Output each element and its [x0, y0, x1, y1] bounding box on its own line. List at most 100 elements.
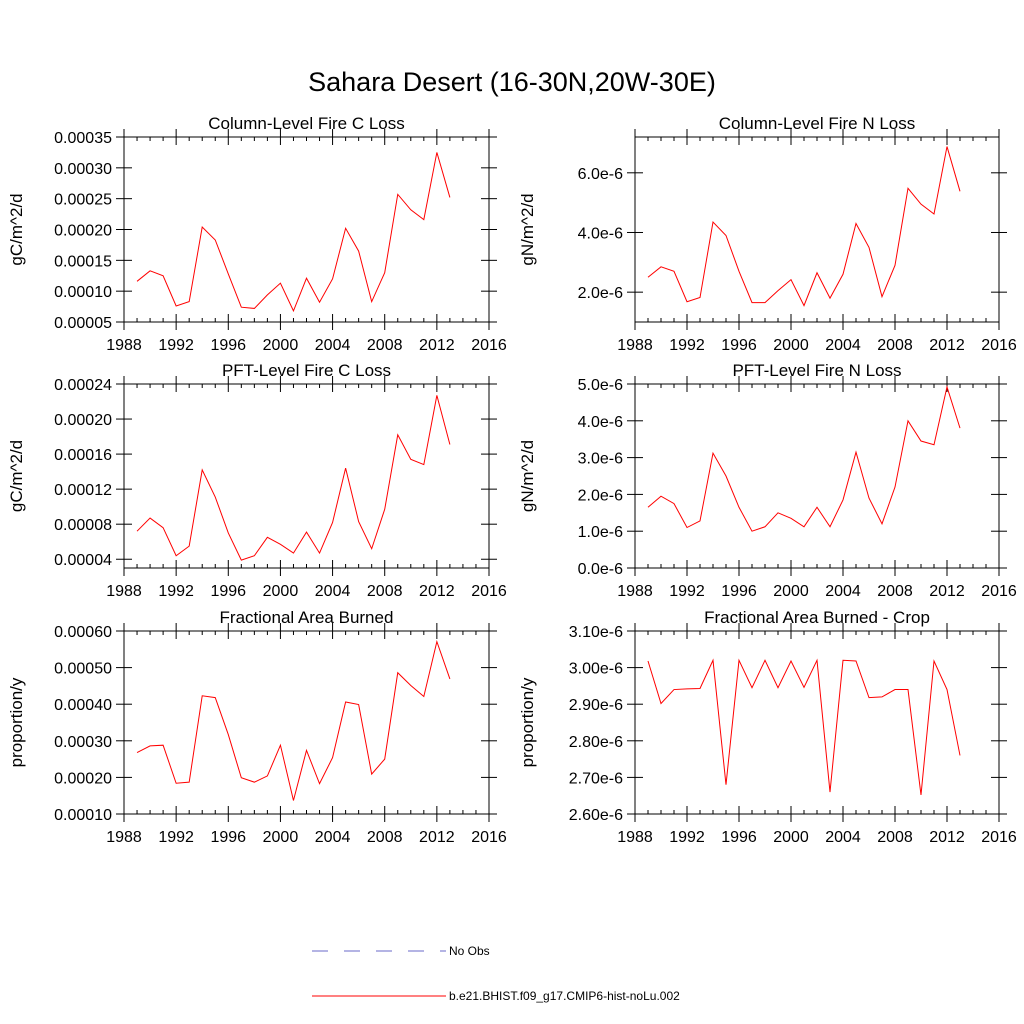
panel-title: Column-Level Fire N Loss [719, 114, 916, 133]
y-tick-label: 0.00020 [54, 770, 112, 787]
panel-2: 1988 1992 1996 2000 2004 2008 2012 2016 2.0e-6 4.… [518, 114, 1017, 354]
x-tick-label: 1992 [158, 337, 194, 354]
y-axis-label: gN/m^2/d [518, 440, 537, 512]
y-tick-label: 0.00025 [54, 192, 112, 209]
legend-obs-label: No Obs [449, 944, 490, 958]
y-tick-label: 2.0e-6 [578, 487, 623, 504]
y-tick-label: 4.0e-6 [578, 414, 623, 431]
x-tick-label: 1996 [210, 337, 246, 354]
panel-title: Fractional Area Burned [220, 608, 394, 627]
x-tick-label: 2016 [471, 829, 507, 846]
y-tick-label: 0.00010 [54, 284, 112, 301]
x-tick-label: 2000 [263, 583, 299, 600]
y-axis-label: proportion/y [7, 677, 26, 767]
series-line [647, 385, 961, 532]
y-axis-label: gN/m^2/d [518, 193, 537, 265]
x-tick-label: 2004 [825, 337, 861, 354]
x-tick-label: 2016 [981, 337, 1017, 354]
y-tick-label: 2.60e-6 [569, 807, 623, 824]
y-tick-label: 0.00030 [54, 734, 112, 751]
y-tick-label: 5.0e-6 [578, 377, 623, 394]
y-tick-label: 0.00035 [54, 130, 112, 147]
panel-title: Column-Level Fire C Loss [208, 114, 405, 133]
x-tick-label: 1992 [158, 829, 194, 846]
series-line [136, 639, 451, 801]
x-tick-label: 1988 [106, 829, 142, 846]
y-tick-label: 0.00060 [54, 624, 112, 641]
x-tick-label: 2000 [773, 583, 809, 600]
y-tick-label: 3.10e-6 [569, 624, 623, 641]
x-tick-label: 1996 [210, 583, 246, 600]
x-tick-label: 2016 [981, 583, 1017, 600]
y-tick-label: 0.00012 [54, 482, 112, 499]
x-tick-label: 2008 [877, 583, 913, 600]
x-tick-label: 2004 [315, 583, 351, 600]
x-tick-label: 1988 [106, 337, 142, 354]
x-tick-label: 2016 [981, 829, 1017, 846]
x-tick-label: 1992 [669, 829, 705, 846]
x-tick-label: 2012 [929, 583, 965, 600]
x-tick-label: 2008 [877, 829, 913, 846]
x-tick-label: 1992 [158, 583, 194, 600]
x-tick-label: 2012 [929, 829, 965, 846]
y-tick-label: 1.0e-6 [578, 524, 623, 541]
y-tick-label: 2.70e-6 [569, 770, 623, 787]
y-tick-label: 3.00e-6 [569, 661, 623, 678]
x-tick-label: 2004 [315, 829, 351, 846]
y-tick-label: 0.00010 [54, 807, 112, 824]
series-line [647, 658, 961, 796]
y-tick-label: 4.0e-6 [578, 225, 623, 242]
y-tick-label: 0.00016 [54, 447, 112, 464]
x-tick-label: 2008 [367, 337, 403, 354]
figure-title: Sahara Desert (16-30N,20W-30E) [308, 67, 716, 97]
panels: 1988 1992 1996 2000 2004 2008 2012 2016 0.00005 0… [7, 114, 1017, 846]
panel-title: Fractional Area Burned - Crop [704, 608, 930, 627]
panel-6: 1988 1992 1996 2000 2004 2008 2012 2016 2.60e-6 2… [518, 608, 1017, 846]
y-axis-label: proportion/y [518, 677, 537, 767]
x-tick-label: 2000 [263, 337, 299, 354]
x-tick-label: 1992 [669, 583, 705, 600]
y-tick-label: 0.00005 [54, 315, 112, 332]
panel-title: PFT-Level Fire N Loss [732, 361, 901, 380]
y-tick-label: 0.00015 [54, 253, 112, 270]
x-tick-label: 2012 [419, 583, 455, 600]
series-line [136, 152, 451, 313]
x-tick-label: 1988 [106, 583, 142, 600]
x-tick-label: 1996 [721, 829, 757, 846]
x-tick-label: 2008 [367, 829, 403, 846]
panel-3: 1988 1992 1996 2000 2004 2008 2012 2016 0.00004 0… [7, 361, 507, 600]
legend: No Obs b.e21.BHIST.f09_g17.CMIP6-hist-no… [312, 944, 680, 1003]
series-line [136, 395, 451, 561]
y-tick-label: 0.00008 [54, 517, 112, 534]
x-tick-label: 1988 [617, 583, 653, 600]
y-axis-label: gC/m^2/d [7, 440, 26, 512]
panel-title: PFT-Level Fire C Loss [222, 361, 391, 380]
x-tick-label: 2000 [773, 829, 809, 846]
y-tick-label: 2.0e-6 [578, 285, 623, 302]
x-tick-label: 1988 [617, 337, 653, 354]
y-tick-label: 0.00024 [54, 377, 112, 394]
y-tick-label: 0.00004 [54, 552, 112, 569]
y-tick-label: 3.0e-6 [578, 451, 623, 468]
x-tick-label: 2008 [877, 337, 913, 354]
x-tick-label: 2016 [471, 337, 507, 354]
legend-model-label: b.e21.BHIST.f09_g17.CMIP6-hist-noLu.002 [449, 989, 680, 1003]
x-tick-label: 2012 [419, 829, 455, 846]
y-tick-label: 0.00050 [54, 661, 112, 678]
y-tick-label: 0.00040 [54, 697, 112, 714]
x-tick-label: 1996 [721, 337, 757, 354]
x-tick-label: 2012 [929, 337, 965, 354]
y-tick-label: 2.90e-6 [569, 697, 623, 714]
x-tick-label: 1996 [721, 583, 757, 600]
y-tick-label: 6.0e-6 [578, 166, 623, 183]
y-tick-label: 2.80e-6 [569, 734, 623, 751]
x-tick-label: 1988 [617, 829, 653, 846]
y-tick-label: 0.00020 [54, 223, 112, 240]
panel-4: 1988 1992 1996 2000 2004 2008 2012 2016 0.0e-6 1.… [518, 361, 1017, 600]
x-tick-label: 2004 [315, 337, 351, 354]
y-tick-label: 0.00020 [54, 412, 112, 429]
x-tick-label: 2004 [825, 829, 861, 846]
x-tick-label: 1996 [210, 829, 246, 846]
